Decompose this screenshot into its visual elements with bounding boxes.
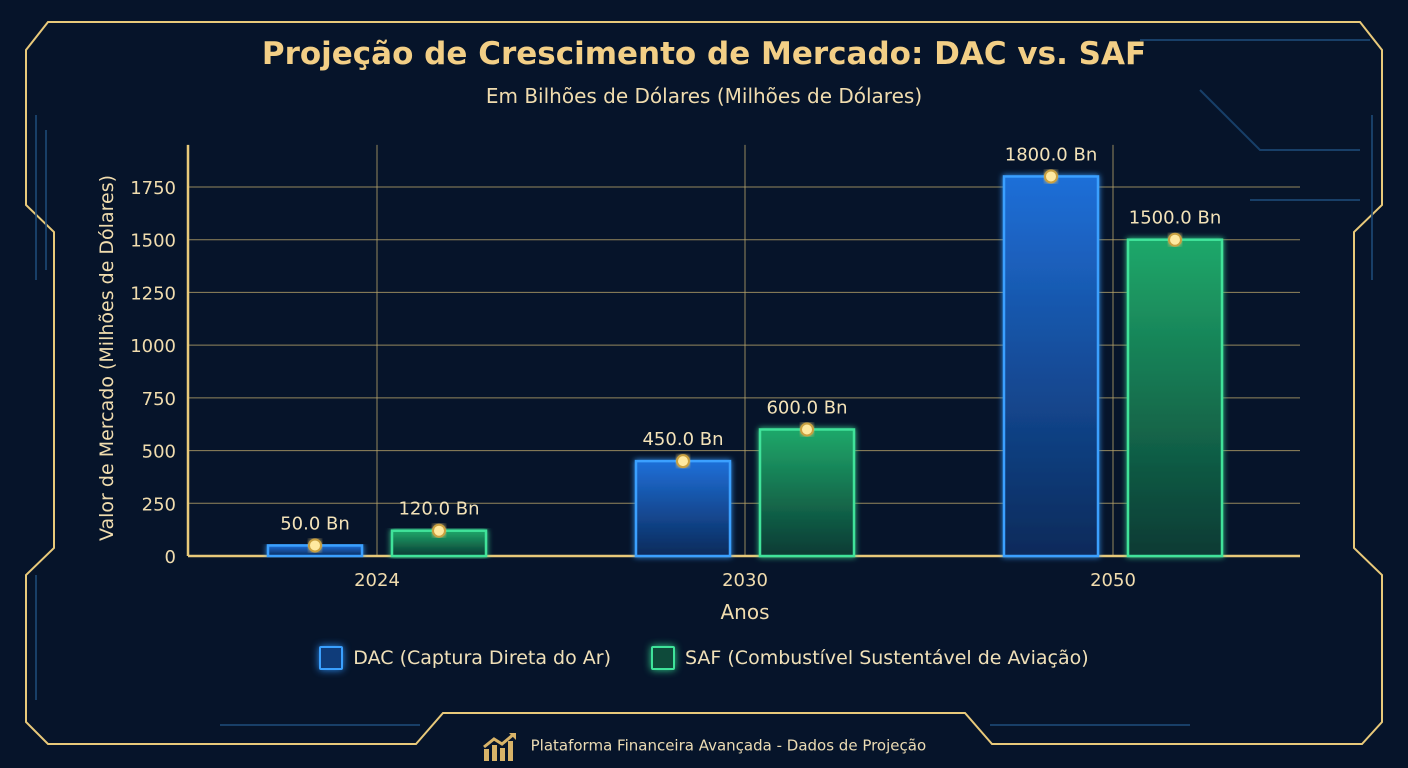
chart-title: Projeção de Crescimento de Mercado: DAC … <box>261 36 1147 72</box>
y-tick-label: 1250 <box>130 283 176 304</box>
y-tick-label: 1500 <box>130 231 176 252</box>
y-tick-label: 750 <box>142 389 176 410</box>
data-point-marker <box>308 538 322 553</box>
data-label: 1800.0 Bn <box>1005 144 1097 165</box>
bar-saf <box>1126 238 1224 558</box>
bar-saf <box>758 428 856 558</box>
data-label: 450.0 Bn <box>642 429 723 450</box>
x-tick-label: 2024 <box>354 570 400 591</box>
chart-subtitle: Em Bilhões de Dólares (Milhões de Dólare… <box>485 84 923 108</box>
data-point-marker <box>1044 169 1058 184</box>
x-tick-label: 2050 <box>1090 570 1136 591</box>
y-tick-label: 1000 <box>130 336 176 357</box>
data-label: 600.0 Bn <box>766 397 847 418</box>
data-point-marker <box>800 422 814 437</box>
growth-chart-icon <box>482 732 516 761</box>
x-tick-label: 2030 <box>722 570 768 591</box>
data-label: 1500.0 Bn <box>1129 208 1221 229</box>
y-tick-label: 250 <box>142 494 176 515</box>
y-tick-label: 0 <box>165 547 176 568</box>
footer-text: Plataforma Financeira Avançada - Dados d… <box>530 736 927 755</box>
y-axis-title: Valor de Mercado (Milhões de Dólares) <box>96 175 118 541</box>
data-label: 50.0 Bn <box>280 513 350 534</box>
legend-swatch-dac <box>319 646 344 670</box>
data-point-marker <box>676 454 690 469</box>
y-tick-label: 500 <box>142 442 176 463</box>
x-axis-title: Anos <box>720 600 769 624</box>
legend-label-saf: SAF (Combustível Sustentável de Aviação) <box>685 647 1089 669</box>
data-label: 120.0 Bn <box>398 499 479 520</box>
data-point-marker <box>432 523 446 538</box>
bar-dac <box>1002 175 1100 558</box>
data-point-marker <box>1168 232 1182 247</box>
footer: Plataforma Financeira Avançada - Dados d… <box>0 731 1408 761</box>
bar-dac <box>634 459 732 558</box>
legend-swatch-saf <box>651 646 676 670</box>
y-tick-label: 1750 <box>130 178 176 199</box>
legend-item-saf[interactable]: SAF (Combustível Sustentável de Aviação) <box>651 646 1089 670</box>
legend: DAC (Captura Direta do Ar) SAF (Combustí… <box>0 646 1408 670</box>
legend-item-dac[interactable]: DAC (Captura Direta do Ar) <box>319 646 611 670</box>
legend-label-dac: DAC (Captura Direta do Ar) <box>353 647 612 669</box>
